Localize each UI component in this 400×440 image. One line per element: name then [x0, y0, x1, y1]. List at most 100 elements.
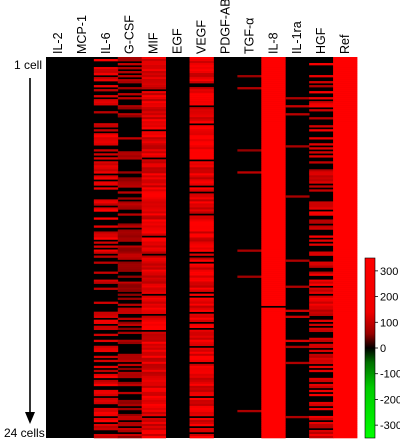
- heatmap-cell-IL-8: [261, 77, 286, 80]
- heatmap-cell-MIF: [141, 155, 167, 158]
- heatmap-cell-VEGF: [189, 347, 214, 351]
- heatmap-cell-Ref: [333, 107, 358, 110]
- heatmap-cell-VEGF: [189, 385, 214, 389]
- colorbar-gradient: [364, 257, 376, 439]
- heatmap-cells: [46, 57, 358, 439]
- heatmap-cell-HGF: [309, 205, 334, 208]
- heatmap-cell-MIF: [141, 275, 167, 278]
- heatmap-cell-IL-6: [93, 241, 119, 244]
- heatmap-cell-IL-8: [261, 167, 286, 170]
- heatmap-cell-MIF: [141, 145, 167, 148]
- heatmap-cell-G-CSF: [117, 289, 143, 292]
- heatmap-cell-VEGF: [189, 259, 214, 262]
- heatmap-cell-IL-6: [93, 123, 119, 126]
- heatmap-cell-VEGF: [189, 89, 214, 92]
- heatmap-cell-MIF: [141, 81, 167, 84]
- heatmap-cell-IL-6: [93, 129, 119, 132]
- heatmap-cell-G-CSF: [117, 367, 143, 371]
- heatmap-cell-VEGF: [189, 129, 214, 132]
- heatmap-cell-Ref: [333, 179, 358, 182]
- heatmap-cell-VEGF: [189, 381, 214, 385]
- heatmap-cell-IL-8: [261, 257, 286, 260]
- heatmap-cell-MIF: [141, 111, 167, 114]
- heatmap-cell-Ref: [333, 363, 358, 367]
- heatmap-cell-VEGF: [189, 331, 214, 335]
- heatmap-cell-VEGF: [189, 275, 214, 278]
- heatmap-cell-IL-8: [261, 207, 286, 210]
- heatmap-cell-MIF: [141, 251, 167, 254]
- heatmap-cell-HGF: [309, 207, 334, 210]
- heatmap-cell-VEGF: [189, 67, 214, 70]
- heatmap-cell-Ref: [333, 113, 358, 116]
- heatmap-cell-G-CSF: [117, 183, 143, 186]
- heatmap-cell-IL-8: [261, 403, 286, 407]
- heatmap-cell-Ref: [333, 359, 358, 363]
- heatmap-cell-MIF: [141, 271, 167, 274]
- heatmap-cell-VEGF: [189, 351, 214, 355]
- heatmap-cell-G-CSF: [117, 153, 143, 156]
- heatmap-cell-VEGF: [189, 243, 214, 246]
- heatmap-cell-Ref: [333, 295, 358, 298]
- heatmap-cell-G-CSF: [117, 203, 143, 206]
- heatmap-cell-G-CSF: [117, 359, 143, 363]
- heatmap-cell-IL-8: [261, 225, 286, 228]
- heatmap-cell-IL-8: [261, 129, 286, 132]
- heatmap-cell-Ref: [333, 413, 358, 417]
- heatmap-cell-IL-8: [261, 243, 286, 246]
- heatmap-cell-VEGF: [189, 343, 214, 347]
- heatmap-cell-Ref: [333, 373, 358, 377]
- heatmap-cell-G-CSF: [117, 381, 143, 385]
- heatmap-cell-MIF: [141, 165, 167, 168]
- heatmap-cell-Ref: [333, 85, 358, 88]
- heatmap-cell-HGF: [309, 281, 334, 284]
- heatmap-cell-HGF: [309, 137, 334, 140]
- heatmap-cell-Ref: [333, 385, 358, 389]
- heatmap-cell-IL-8: [261, 301, 286, 304]
- heatmap-cell-HGF: [309, 63, 334, 66]
- heatmap-cell-VEGF: [189, 409, 214, 413]
- heatmap-cell-G-CSF: [117, 433, 143, 437]
- colorbar-tick-label: 0: [380, 343, 386, 355]
- heatmap-cell-Ref: [333, 135, 358, 138]
- heatmap-cell-IL-8: [261, 187, 286, 190]
- heatmap-cell-MIF: [141, 175, 167, 178]
- heatmap-cell-IL-8: [261, 67, 286, 70]
- heatmap-cell-HGF: [309, 161, 334, 164]
- heatmap-cell-MIF: [141, 335, 167, 339]
- heatmap-cell-HGF: [309, 273, 334, 276]
- heatmap-cell-Ref: [333, 375, 358, 379]
- heatmap-cell-Ref: [333, 229, 358, 232]
- heatmap-cell-VEGF: [189, 393, 214, 397]
- heatmap-cell-IL-6: [93, 103, 119, 106]
- heatmap-cell-MIF: [141, 191, 167, 194]
- heatmap-cell-IL-8: [261, 375, 286, 379]
- heatmap-cell-IL-8: [261, 183, 286, 186]
- heatmap-cell-VEGF: [189, 131, 214, 134]
- heatmap-cell-IL-6: [93, 427, 119, 431]
- heatmap-cell-MIF: [141, 99, 167, 102]
- heatmap-cell-VEGF: [189, 207, 214, 210]
- heatmap-cell-VEGF: [189, 369, 214, 373]
- heatmap-cell-IL-8: [261, 119, 286, 122]
- heatmap-cell-MIF: [141, 113, 167, 116]
- heatmap-cell-IL-8: [261, 95, 286, 98]
- heatmap-cell-IL-8: [261, 139, 286, 142]
- heatmap-cell-MIF: [141, 105, 167, 108]
- heatmap-cell-HGF: [309, 243, 334, 246]
- heatmap-cell-HGF: [309, 385, 334, 389]
- heatmap-cell-VEGF: [189, 401, 214, 405]
- heatmap-cell-VEGF: [189, 277, 214, 280]
- heatmap-cell-IL-8: [261, 341, 286, 345]
- heatmap-cell-VEGF: [189, 423, 214, 427]
- heatmap-cell-Ref: [333, 211, 358, 214]
- heatmap-cell-IL-1ra: [285, 105, 310, 108]
- heatmap-cell-IL-8: [261, 289, 286, 292]
- heatmap-cell-HGF: [309, 389, 334, 393]
- heatmap-cell-Ref: [333, 203, 358, 206]
- heatmap-cell-IL-6: [93, 249, 119, 252]
- heatmap-cell-MIF: [141, 219, 167, 222]
- heatmap-cell-IL-6: [93, 327, 119, 331]
- heatmap-cell-IL-6: [93, 379, 119, 383]
- heatmap-cell-G-CSF: [117, 87, 143, 90]
- heatmap-cell-HGF: [309, 235, 334, 238]
